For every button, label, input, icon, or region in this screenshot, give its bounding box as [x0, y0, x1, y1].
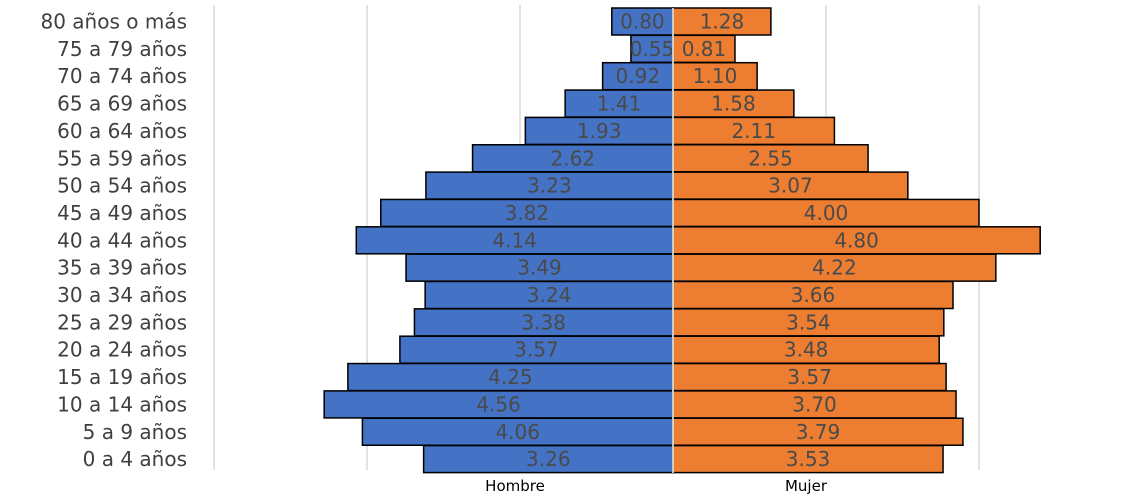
bar-mujer	[672, 308, 945, 337]
data-label-mujer: 2.11	[731, 119, 776, 143]
data-label-mujer: 3.53	[786, 447, 831, 471]
bar-mujer	[672, 226, 1041, 255]
bar-hombre	[405, 253, 674, 282]
data-label-hombre: 3.38	[521, 310, 566, 334]
category-label: 40 a 44 años	[57, 228, 187, 252]
data-label-mujer: 1.28	[700, 10, 745, 34]
data-label-hombre: 0.80	[620, 10, 665, 34]
data-label-hombre: 3.82	[505, 201, 550, 225]
data-label-hombre: 0.55	[630, 37, 675, 61]
data-label-mujer: 4.00	[804, 201, 849, 225]
bar-mujer	[672, 280, 954, 310]
data-label-hombre: 3.24	[527, 283, 572, 307]
category-label: 10 a 14 años	[57, 392, 187, 416]
bar-mujer	[672, 7, 772, 36]
bar-mujer	[672, 171, 909, 200]
category-label: 65 a 69 años	[57, 92, 187, 116]
bar-mujer	[672, 362, 947, 392]
category-label: 25 a 29 años	[57, 310, 187, 334]
series-label-hombre: Hombre	[485, 477, 545, 495]
bar-hombre	[601, 61, 674, 91]
category-label: 45 a 49 años	[57, 201, 187, 225]
data-label-hombre: 3.23	[527, 174, 572, 198]
bar-mujer	[672, 335, 940, 364]
category-label: 50 a 54 años	[57, 174, 187, 198]
bar-mujer	[672, 116, 836, 146]
category-label: 15 a 19 años	[57, 365, 187, 389]
category-labels: 0 a 4 años 5 a 9 años 10 a 14 años 15 a 19 …	[40, 10, 187, 472]
data-label-hombre: 2.62	[551, 146, 596, 170]
data-label-hombre: 1.93	[577, 119, 622, 143]
data-label-mujer: 3.07	[768, 174, 813, 198]
data-label-hombre: 3.57	[514, 338, 559, 362]
category-label: 80 años o más	[40, 10, 187, 34]
data-label-mujer: 1.10	[693, 64, 738, 88]
data-label-hombre: 3.49	[517, 256, 562, 280]
data-label-mujer: 3.66	[791, 283, 836, 307]
category-label: 30 a 34 años	[57, 283, 187, 307]
data-label-hombre: 4.06	[495, 420, 540, 444]
value-labels: 3.26 3.53 4.06 3.79 4.56 3.70 4.25 3.57 3.57 3.48…	[476, 10, 879, 472]
data-label-mujer: 3.54	[786, 310, 831, 334]
data-label-hombre: 3.26	[526, 447, 571, 471]
category-label: 55 a 59 años	[57, 146, 187, 170]
bar-mujer	[672, 253, 997, 282]
category-label: 0 a 4 años	[83, 447, 187, 471]
category-label: 5 a 9 años	[83, 420, 187, 444]
data-label-mujer: 4.80	[834, 228, 879, 252]
bars	[323, 7, 1041, 474]
data-label-hombre: 4.25	[488, 365, 533, 389]
data-label-mujer: 3.57	[787, 365, 832, 389]
data-label-hombre: 4.56	[476, 392, 521, 416]
category-label: 70 a 74 años	[57, 64, 187, 88]
data-label-mujer: 2.55	[748, 146, 793, 170]
bar-hombre	[524, 116, 674, 146]
series-label-mujer: Mujer	[785, 477, 828, 495]
bar-hombre	[424, 280, 674, 310]
category-label: 60 a 64 años	[57, 119, 187, 143]
data-label-mujer: 4.22	[812, 256, 857, 280]
category-label: 75 a 79 años	[57, 37, 187, 61]
category-label: 35 a 39 años	[57, 256, 187, 280]
data-label-mujer: 0.81	[682, 37, 727, 61]
data-label-hombre: 1.41	[597, 92, 642, 116]
data-label-mujer: 1.58	[711, 92, 756, 116]
data-label-hombre: 4.14	[492, 228, 537, 252]
data-label-mujer: 3.48	[784, 338, 829, 362]
data-label-mujer: 3.70	[792, 392, 837, 416]
category-label: 20 a 24 años	[57, 338, 187, 362]
bar-hombre	[399, 335, 674, 364]
data-label-mujer: 3.79	[796, 420, 841, 444]
data-label-hombre: 0.92	[616, 64, 661, 88]
bar-hombre	[471, 144, 674, 173]
bar-hombre	[380, 198, 674, 228]
